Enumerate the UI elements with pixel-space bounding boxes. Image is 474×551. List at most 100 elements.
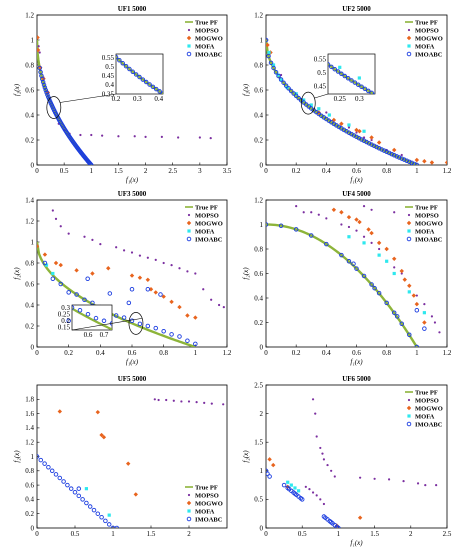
data-point [133,135,136,138]
legend-label: MOPSO [195,212,219,219]
data-point [386,150,392,156]
data-point [399,156,405,161]
data-point [90,271,95,276]
data-point [72,490,78,495]
data-point [357,219,362,225]
y-tick-label: 0.6 [25,280,34,288]
data-point [389,151,394,157]
data-point [433,321,437,324]
inset-data-point [93,315,99,321]
data-point [289,483,293,487]
inset-data-point [328,62,331,67]
data-point [129,273,135,278]
x-tick-label: 0.5 [71,530,80,538]
data-point [379,147,384,152]
legend-marker [186,51,192,57]
inset-frame [327,53,376,95]
data-point [57,475,63,481]
data-point [278,223,284,228]
data-point [429,160,435,165]
inset-x-tick-label: 0.6 [84,331,93,339]
data-point [295,205,298,208]
data-point [293,93,299,99]
data-point [325,217,328,220]
data-point [286,480,290,484]
data-point [266,222,269,227]
data-point [106,266,111,271]
legend-marker [406,236,412,242]
data-point [194,272,197,275]
data-point [114,525,120,528]
y-tick-label: 2 [260,410,264,418]
y-tick-label: 0.8 [25,467,34,475]
data-point [153,398,156,401]
data-point [396,155,402,160]
data-point [202,288,205,291]
data-point [402,157,407,162]
data-point [362,136,366,139]
y-tick-label: 1 [31,238,35,246]
series-true-pf [37,241,196,347]
data-point [422,320,427,325]
legend-label: True PF [415,19,438,26]
series-mofa [44,263,55,276]
data-point [117,135,120,138]
data-point [402,277,407,282]
data-point [51,271,55,276]
inset-data-point [362,86,368,92]
true-pf-line [266,223,418,347]
data-point [302,98,306,102]
data-point [377,253,381,257]
inset-x-tick-label: 0.3 [133,95,142,103]
x-tick-label: 2 [144,167,148,175]
x-tick-label: 2.5 [443,530,452,538]
plot-area [266,37,447,165]
data-point [41,82,47,88]
data-point [393,266,396,269]
inset-y-tick-label: 0.5 [105,63,114,71]
inset-y-tick-label: 0.5 [317,69,326,77]
legend-marker [186,220,192,226]
data-point [370,208,373,211]
data-point [339,121,344,126]
data-point [357,129,362,134]
data-point [271,65,276,71]
data-point [283,83,289,88]
data-point [414,301,420,307]
inset-data-point [120,61,125,66]
legend-marker [187,44,191,48]
data-point [357,515,363,520]
data-point [317,213,320,216]
legend-label: IMOABC [415,421,443,428]
data-point [146,256,149,259]
x-tick-label: 0.4 [322,349,331,357]
data-point [79,133,82,137]
y-tick-label: 0.6 [25,86,34,94]
data-point [309,103,313,107]
x-tick-label: 0.4 [96,349,105,357]
data-point [137,275,143,280]
data-point [325,111,328,114]
data-point [384,300,389,306]
inset-x-tick-label: 0.7 [100,331,109,339]
inset-data-point [133,72,139,77]
data-point [286,86,291,91]
data-point [411,293,417,298]
legend-marker [186,500,192,506]
data-point [319,498,322,501]
legend-marker [187,213,191,217]
data-point [43,87,48,93]
data-point [40,79,46,85]
data-point [376,290,382,296]
chart-title: UF6 5000 [342,375,371,383]
data-point [311,398,315,401]
legend-label: MOFA [415,413,435,420]
y-tick-label: 0.4 [254,294,263,302]
chart-title: UF4 5000 [342,190,371,198]
data-point [336,525,341,528]
data-point [193,341,198,347]
data-point [384,149,389,155]
inset-y-tick-label: 0.15 [58,324,71,332]
